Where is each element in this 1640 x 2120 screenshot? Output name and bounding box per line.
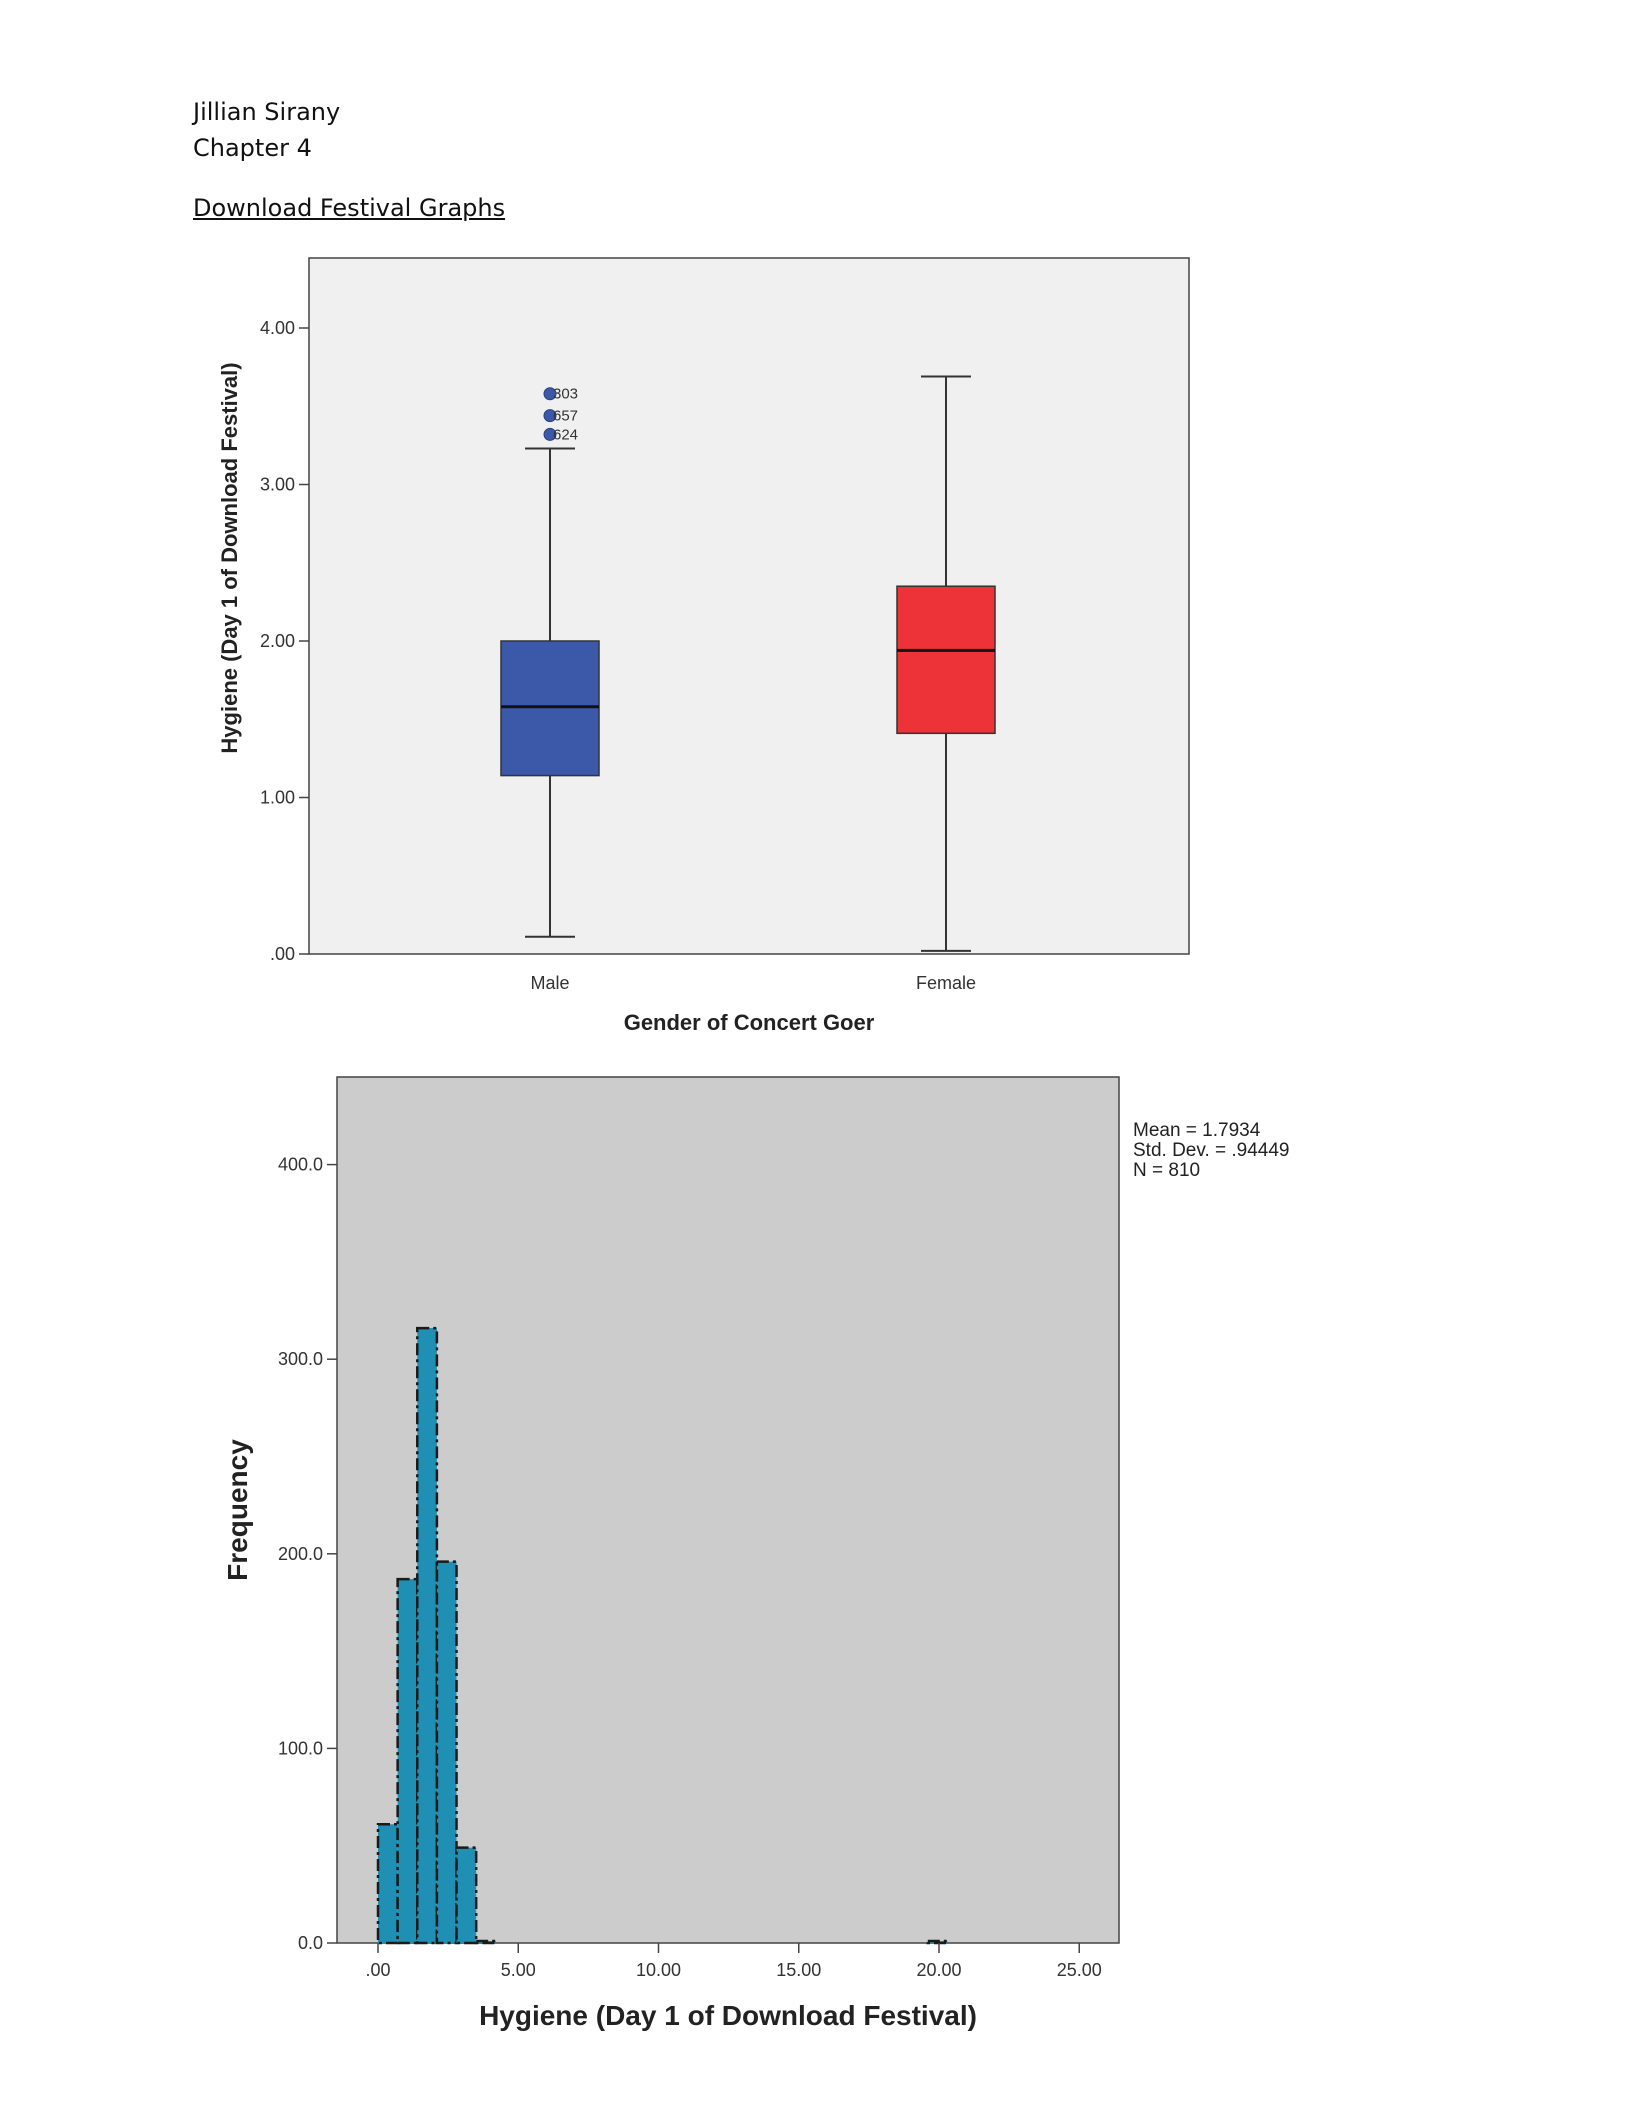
author-name: Jillian Sirany xyxy=(193,98,341,126)
boxplot-outlier-point xyxy=(543,409,557,423)
boxplot-y-tick-label: 1.00 xyxy=(260,788,295,808)
boxplot-y-axis-title: Hygiene (Day 1 of Download Festival) xyxy=(217,362,242,753)
histogram-bar xyxy=(416,1326,439,1945)
document-title: Download Festival Graphs xyxy=(193,194,506,222)
boxplot-outlier-label: 303 xyxy=(553,386,578,403)
boxplot-outlier-point xyxy=(543,387,557,401)
boxplot-plot-area xyxy=(308,257,1190,955)
histogram-y-tick-label: 0.0 xyxy=(298,1933,323,1953)
histogram-bar xyxy=(396,1577,419,1945)
histogram-plot-area xyxy=(336,1076,1120,1944)
histogram-marks: 0.0 100.0 200.0 300.0 400.0 .00 5.00 10.00 15.00… xyxy=(278,1155,1102,1980)
chapter-label: Chapter 4 xyxy=(193,134,312,162)
histogram-bar xyxy=(926,1939,949,1945)
histogram-x-tick-label: 10.00 xyxy=(636,1960,681,1980)
boxplot-outlier-point xyxy=(543,427,557,441)
boxplot-outlier-label: 624 xyxy=(553,426,578,443)
histogram-bar xyxy=(376,1823,399,1945)
boxplot-outlier-label: 657 xyxy=(553,408,578,425)
boxplot-y-tick-label: 3.00 xyxy=(260,475,295,495)
histogram-y-tick-label: 400.0 xyxy=(278,1155,323,1175)
histogram-x-tick-label: 5.00 xyxy=(501,1960,536,1980)
histogram-x-axis-title: Hygiene (Day 1 of Download Festival) xyxy=(479,2000,977,2031)
boxplot-y-tick-label: .00 xyxy=(270,944,295,964)
boxplot-y-tick-label: 4.00 xyxy=(260,318,295,338)
boxplot-box-female xyxy=(896,585,996,735)
histogram-x-tick-label: 25.00 xyxy=(1057,1960,1102,1980)
boxplot-x-axis-title: Gender of Concert Goer xyxy=(624,1010,875,1035)
histogram-mean-stat: Mean = 1.7934 xyxy=(1133,1120,1261,1141)
histogram-x-tick-label: 15.00 xyxy=(776,1960,821,1980)
boxplot-box-male xyxy=(500,640,600,777)
histogram-n-stat: N = 810 xyxy=(1133,1160,1200,1181)
histogram-y-tick-label: 200.0 xyxy=(278,1544,323,1564)
histogram-bar xyxy=(474,1939,498,1945)
histogram-bar xyxy=(455,1846,478,1945)
histogram-y-tick-label: 100.0 xyxy=(278,1738,323,1758)
boxplot-x-tick-label: Female xyxy=(916,973,976,993)
histogram-y-axis-title: Frequency xyxy=(222,1439,253,1581)
histogram-x-tick-label: 20.00 xyxy=(916,1960,961,1980)
boxplot-x-tick-label: Male xyxy=(530,973,569,993)
histogram-x-tick-label: .00 xyxy=(365,1960,390,1980)
boxplot-y-tick-label: 2.00 xyxy=(260,631,295,651)
histogram-bar xyxy=(435,1560,458,1945)
histogram-y-tick-label: 300.0 xyxy=(278,1349,323,1369)
histogram-std-dev-stat: Std. Dev. = .94449 xyxy=(1133,1140,1290,1161)
